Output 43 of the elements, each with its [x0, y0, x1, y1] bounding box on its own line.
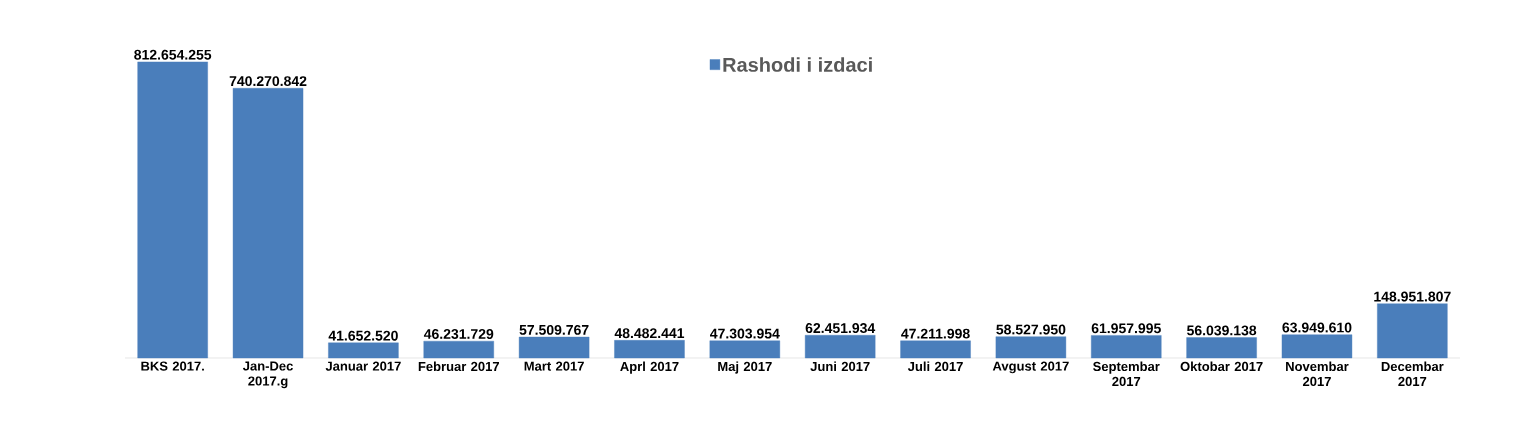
- data-label: 148.951.807: [1374, 291, 1451, 302]
- bar: [232, 88, 304, 359]
- bar: [328, 342, 399, 359]
- x-tick-label: BKS 2017.: [141, 361, 204, 371]
- bar: [804, 335, 876, 359]
- x-tick-label: Avgust 2017: [992, 361, 1069, 374]
- data-label: 61.957.995: [1091, 323, 1161, 334]
- x-tick-label: Januar 2017: [325, 361, 401, 371]
- x-tick-label: Juni 2017: [810, 361, 870, 372]
- data-label: 46.231.729: [423, 329, 494, 339]
- bar: [137, 61, 208, 359]
- bar: [709, 340, 781, 359]
- bar: [423, 340, 494, 359]
- data-label: 812.654.255: [134, 49, 212, 60]
- data-label: 48.482.441: [614, 328, 685, 339]
- x-tick-label: Februar 2017: [418, 361, 499, 372]
- bar: [995, 336, 1067, 359]
- x-tick-label: Novembar 2017: [1286, 361, 1349, 387]
- bar: [1377, 303, 1448, 359]
- bar: [1281, 334, 1353, 359]
- data-label: 57.509.767: [519, 324, 589, 335]
- data-label: 58.527.950: [996, 324, 1066, 335]
- x-tick-label: Jan-Dec 2017.g: [242, 361, 293, 389]
- bar: [518, 336, 590, 359]
- x-tick-label: Decembar 2017: [1381, 361, 1444, 387]
- data-label: 47.211.998: [901, 328, 970, 339]
- data-label: 47.303.954: [710, 328, 780, 339]
- x-tick-label: Mart 2017: [524, 361, 584, 371]
- x-tick-label: Juli 2017: [907, 361, 963, 372]
- data-label: 63.949.610: [1282, 322, 1352, 333]
- bar: [900, 340, 971, 359]
- data-label: 56.039.138: [1187, 325, 1257, 336]
- bar: [614, 340, 685, 359]
- x-tick-label: Septembar 2017: [1093, 361, 1160, 387]
- x-tick-label: Aprl 2017: [620, 361, 679, 374]
- x-tick-label: Maj 2017: [718, 361, 772, 374]
- legend-label: Rashodi i izdaci: [723, 57, 872, 72]
- data-label: 41.652.520: [328, 330, 398, 341]
- bar: [1186, 337, 1257, 359]
- x-tick-label: Oktobar 2017: [1180, 361, 1263, 372]
- data-label: 62.451.934: [805, 323, 876, 334]
- bar: [1091, 335, 1162, 359]
- data-label: 740.270.842: [229, 76, 307, 87]
